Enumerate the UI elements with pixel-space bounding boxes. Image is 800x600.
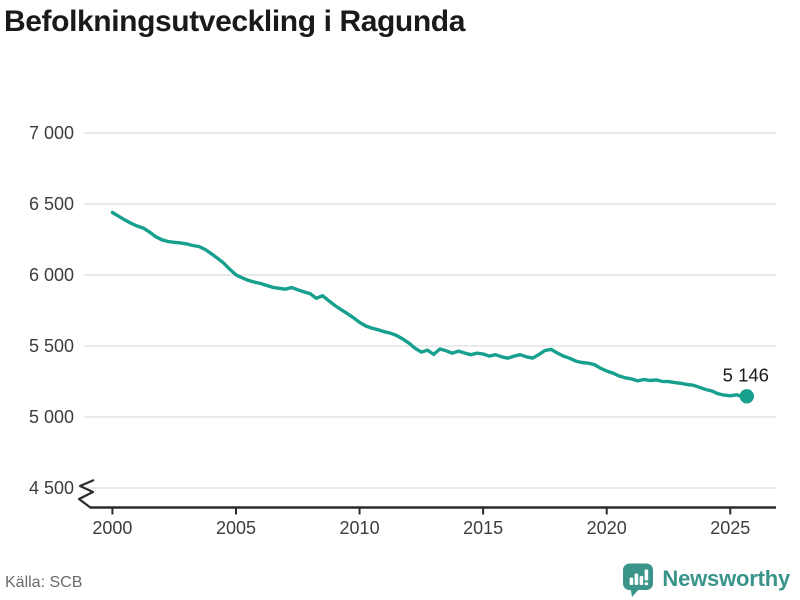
x-tick-label: 2025	[710, 518, 750, 538]
y-tick-label: 5 500	[29, 336, 74, 356]
latest-value-label: 5 146	[723, 364, 769, 385]
x-tick-label: 2020	[587, 518, 627, 538]
x-tick-label: 2005	[216, 518, 256, 538]
source-note: Källa: SCB	[5, 574, 83, 591]
y-tick-label: 4 500	[29, 478, 74, 498]
speech-bubble-tail	[630, 588, 641, 597]
x-tick-label: 2000	[92, 518, 132, 538]
newsworthy-logo: Newsworthy	[620, 561, 790, 597]
page-title: Befolkningsutveckling i Ragunda	[4, 5, 465, 38]
newsworthy-icon	[623, 563, 654, 597]
newsworthy-wordmark: Newsworthy	[662, 566, 790, 591]
y-axis-break-icon	[77, 478, 95, 509]
bar-chart-glyph	[630, 569, 649, 586]
y-tick-label: 6 500	[29, 194, 74, 214]
y-tick-label: 6 000	[29, 265, 74, 285]
x-tick-label: 2010	[340, 518, 380, 538]
latest-point-marker	[739, 389, 754, 404]
y-tick-label: 5 000	[29, 407, 74, 427]
y-tick-label: 7 000	[29, 123, 74, 143]
x-tick-label: 2015	[463, 518, 503, 538]
population-line	[110, 210, 749, 399]
